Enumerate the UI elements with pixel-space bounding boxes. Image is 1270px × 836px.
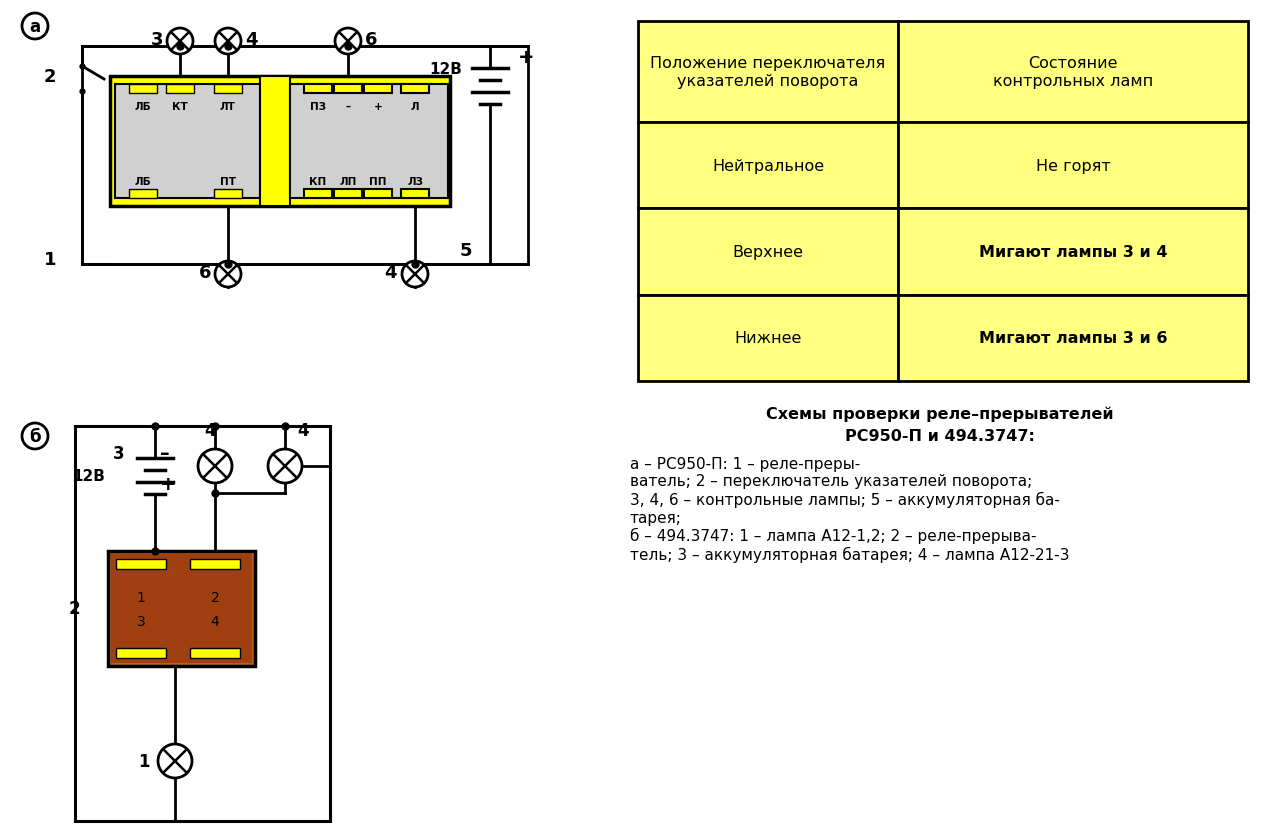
Text: 5: 5 (460, 242, 472, 260)
Text: КТ: КТ (173, 102, 188, 112)
Bar (898, 209, 1248, 295)
Text: 4: 4 (204, 421, 216, 440)
Bar (898, 22, 1248, 123)
Text: 3: 3 (151, 31, 163, 49)
Bar (190, 559, 240, 569)
Text: ПП: ПП (370, 176, 387, 186)
Text: ЛЗ: ЛЗ (408, 176, 423, 186)
Text: +: + (373, 102, 382, 112)
Text: а – РС950-П: 1 – реле-преры-
ватель; 2 – переключатель указателей поворота;
3, 4: а – РС950-П: 1 – реле-преры- ватель; 2 –… (630, 456, 1069, 563)
Text: 2: 2 (69, 599, 80, 618)
Bar (108, 551, 255, 666)
Text: 6: 6 (364, 31, 377, 49)
Text: ПЗ: ПЗ (310, 102, 326, 112)
Circle shape (157, 744, 192, 778)
Text: –: – (160, 444, 170, 463)
Bar (334, 85, 362, 94)
Bar (638, 209, 898, 295)
Text: РС950-П и 494.3747:: РС950-П и 494.3747: (845, 429, 1035, 443)
Bar (116, 648, 166, 658)
Bar (334, 190, 362, 199)
Text: КП: КП (310, 176, 326, 186)
Bar (110, 77, 450, 206)
Text: ПТ: ПТ (220, 176, 236, 186)
Text: Нейтральное: Нейтральное (712, 158, 824, 173)
Text: 1: 1 (138, 752, 150, 770)
Bar (364, 85, 392, 94)
Text: Нижнее: Нижнее (734, 331, 801, 346)
Circle shape (215, 29, 241, 55)
Text: 12В: 12В (72, 469, 105, 484)
Circle shape (403, 262, 428, 288)
Text: 1: 1 (43, 251, 56, 268)
Text: ЛБ: ЛБ (135, 176, 151, 186)
Bar (215, 85, 243, 94)
Bar (116, 85, 260, 199)
Bar (166, 85, 194, 94)
Text: Л: Л (410, 102, 419, 112)
Bar (110, 554, 251, 663)
Text: 4: 4 (211, 614, 220, 628)
Bar (304, 85, 331, 94)
Text: а: а (29, 18, 41, 36)
Text: 1: 1 (137, 589, 146, 604)
Circle shape (166, 29, 193, 55)
Bar (304, 190, 331, 199)
Bar (638, 295, 898, 381)
Bar (215, 190, 243, 199)
Bar (638, 22, 898, 123)
Bar (290, 85, 448, 199)
Bar (638, 123, 898, 209)
Text: Мигают лампы 3 и 6: Мигают лампы 3 и 6 (979, 331, 1167, 346)
Circle shape (268, 450, 302, 483)
Text: –: – (345, 102, 351, 112)
Circle shape (215, 262, 241, 288)
Text: ЛТ: ЛТ (220, 102, 236, 112)
Circle shape (335, 29, 361, 55)
Bar (401, 190, 429, 199)
Bar (130, 190, 157, 199)
Text: ЛБ: ЛБ (135, 102, 151, 112)
Bar (75, 426, 330, 821)
Text: Состояние
контрольных ламп: Состояние контрольных ламп (993, 56, 1153, 89)
Text: 6: 6 (198, 263, 211, 282)
Bar (898, 123, 1248, 209)
Bar (190, 648, 240, 658)
Circle shape (198, 450, 232, 483)
Text: 2: 2 (211, 589, 220, 604)
Text: 2: 2 (43, 68, 56, 86)
Text: 12В: 12В (429, 61, 462, 76)
Text: 4: 4 (297, 421, 309, 440)
Text: 4: 4 (385, 263, 398, 282)
Text: 4: 4 (245, 31, 258, 49)
Bar (364, 190, 392, 199)
Text: +: + (518, 48, 535, 66)
Text: Положение переключателя
указателей поворота: Положение переключателя указателей повор… (650, 56, 885, 89)
Text: ЛП: ЛП (339, 176, 357, 186)
Bar (260, 77, 290, 206)
Bar (130, 85, 157, 94)
Bar (401, 85, 429, 94)
Text: +: + (160, 475, 177, 494)
Bar (83, 47, 528, 265)
Bar (898, 295, 1248, 381)
Text: Схемы проверки реле–прерывателей: Схемы проверки реле–прерывателей (766, 406, 1114, 422)
Text: Мигают лампы 3 и 4: Мигают лампы 3 и 4 (979, 245, 1167, 260)
Bar (116, 559, 166, 569)
Text: Не горят: Не горят (1035, 158, 1110, 173)
Text: 3: 3 (137, 614, 145, 628)
Text: 3: 3 (113, 445, 124, 462)
Text: Верхнее: Верхнее (733, 245, 804, 260)
Text: б: б (29, 427, 41, 446)
